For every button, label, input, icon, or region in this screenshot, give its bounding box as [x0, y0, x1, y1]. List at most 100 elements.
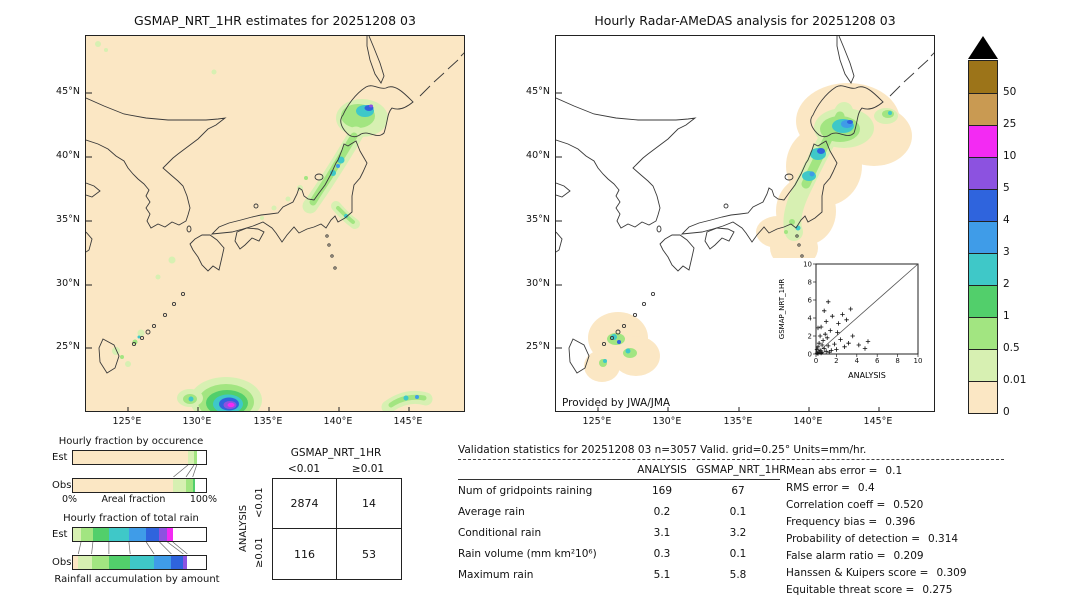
svg-text:6: 6: [875, 357, 880, 365]
validation-stats-header: Validation statistics for 20251208 03 n=…: [458, 444, 867, 456]
left-map-background: [86, 36, 464, 411]
colorbar-box: [969, 349, 997, 381]
bar-segment: [91, 555, 109, 569]
colorbar-tick-label: 5: [1003, 182, 1010, 194]
stats-row: Average rain 0.2 0.1: [458, 501, 780, 522]
stats-row-label: Maximum rain: [458, 569, 534, 582]
stats-row-label: Rain volume (mm km²10⁶): [458, 548, 597, 561]
contingency-cell: 116: [273, 529, 337, 579]
colorbar-tick-label: 2: [1003, 278, 1010, 290]
inset-scatter-canvas: 00 2 2 4 4 6 6 8 8 10 10 ANALYSIS GSMAP_NRT_1HR: [778, 261, 922, 381]
totalrain-est-label: Est: [52, 528, 68, 540]
left-lon-tick: 125°E: [112, 416, 142, 427]
metric-value: 0.4: [857, 481, 875, 494]
right-lat-tick: 35°N: [526, 214, 550, 225]
colorbar-tick-label: 3: [1003, 246, 1010, 258]
contingency-row-label: <0.01: [254, 487, 265, 519]
stats-col-analysis: ANALYSIS: [637, 464, 687, 476]
bar-segment: [167, 527, 173, 541]
stats-col-gsmap: GSMAP_NRT_1HR: [696, 464, 787, 476]
inset-scatter-plot: 0 0 2 2 4 4 6 6 8 8 10 10 ANALYSIS GSMAP_NRT_1HR: [772, 258, 930, 392]
contingency-row-label: ≥0.01: [254, 537, 265, 569]
metric-value: 0.520: [893, 498, 924, 511]
areal-axis-max: 100%: [189, 494, 217, 505]
metric-label: False alarm ratio =: [786, 549, 886, 562]
left-map-title: GSMAP_NRT_1HR estimates for 20251208 03: [134, 13, 416, 28]
bar-segment: [92, 527, 109, 541]
occurrence-est-label: Est: [52, 451, 68, 463]
bar-segment: [78, 555, 92, 569]
svg-text:4: 4: [855, 357, 860, 365]
occurrence-obs-label: Obs: [52, 479, 72, 491]
totalrain-obs-bar: [72, 554, 207, 570]
bar-segment: [73, 478, 174, 492]
bar-segment: [186, 478, 193, 492]
bar-segment: [108, 527, 129, 541]
stats-value-gsmap: 67: [731, 484, 745, 497]
areal-axis-label: Areal fraction: [101, 494, 166, 505]
totalrain-est-bar: [72, 526, 207, 542]
colorbar: [968, 60, 998, 414]
metric-label: Probability of detection =: [786, 532, 921, 545]
totalrain-chart: Hourly fraction of total rain Est Obs Ra…: [52, 513, 222, 585]
stats-row: Conditional rain 3.1 3.2: [458, 522, 780, 543]
metric-label: Mean abs error =: [786, 464, 878, 477]
stats-row: Rain volume (mm km²10⁶) 0.3 0.1: [458, 544, 780, 565]
left-lat-tick: 25°N: [56, 341, 80, 352]
dashed-divider: [458, 459, 1004, 460]
colorbar-tick-label: 10: [1003, 150, 1017, 162]
validation-stats-table: ANALYSIS GSMAP_NRT_1HR Num of gridpoints…: [458, 464, 787, 586]
bar-segment: [73, 527, 81, 541]
colorbar-box: [969, 221, 997, 253]
occurrence-est-bar: [72, 449, 207, 465]
metric-label: Equitable threat score =: [786, 583, 915, 596]
bar-segment: [128, 527, 147, 541]
contingency-col-label: <0.01: [287, 463, 321, 475]
svg-text:8: 8: [808, 279, 812, 287]
metric-line: Probability of detection = 0.314: [786, 530, 967, 547]
totalrain-chart-title: Hourly fraction of total rain: [63, 513, 199, 524]
colorbar-box: [969, 317, 997, 349]
right-lat-tick: 30°N: [526, 278, 550, 289]
inset-xlabel: ANALYSIS: [848, 371, 886, 380]
stats-value-analysis: 5.1: [653, 569, 671, 582]
bar-segment: [108, 555, 131, 569]
left-map: [85, 35, 465, 412]
metric-line: Correlation coeff = 0.520: [786, 496, 967, 513]
totalrain-connectors: [77, 542, 188, 554]
contingency-col-label: ≥0.01: [351, 463, 385, 475]
left-lon-tick: 135°E: [253, 416, 283, 427]
colorbar-box: [969, 93, 997, 125]
metric-line: RMS error = 0.4: [786, 479, 967, 496]
metric-value: 0.275: [922, 583, 953, 596]
metric-line: False alarm ratio = 0.209: [786, 547, 967, 564]
right-map-title: Hourly Radar-AMeDAS analysis for 2025120…: [594, 13, 896, 28]
left-lon-tick: 130°E: [182, 416, 212, 427]
data-credit: Provided by JWA/JMA: [562, 397, 671, 409]
colorbar-tick-label: 0: [1003, 406, 1010, 418]
svg-text:2: 2: [808, 333, 812, 341]
stats-row-label: Num of gridpoints raining: [458, 484, 593, 497]
stats-value-analysis: 3.1: [653, 526, 671, 539]
occurrence-connectors: [173, 465, 198, 477]
right-lon-tick: 125°E: [582, 416, 612, 427]
bar-segment: [146, 527, 160, 541]
bar-segment: [195, 478, 206, 492]
inset-ticks: 00 2 2 4 4 6 6 8 8 10 10: [803, 261, 922, 366]
areal-axis-min: 0%: [62, 494, 78, 505]
bar-segment: [154, 555, 172, 569]
right-lat-tick: 45°N: [526, 86, 550, 97]
stats-value-gsmap: 5.8: [729, 569, 747, 582]
contingency-cell: 53: [362, 547, 376, 561]
bar-segment: [196, 450, 206, 464]
colorbar-tick-label: 50: [1003, 86, 1017, 98]
svg-text:2: 2: [834, 357, 838, 365]
occurrence-obs-bar: [72, 477, 207, 493]
colorbar-box: [969, 381, 997, 413]
bar-segment: [171, 555, 184, 569]
colorbar-tick-label: 25: [1003, 118, 1017, 130]
right-lon-tick: 140°E: [793, 416, 823, 427]
contingency-row-group: ANALYSIS: [238, 504, 249, 552]
colorbar-box: [969, 61, 997, 93]
